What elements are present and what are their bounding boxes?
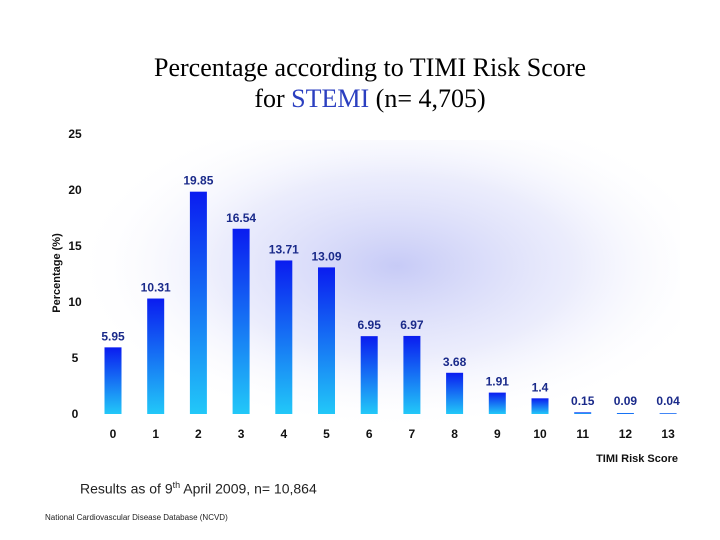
footnote-suffix: April 2009, n= 10,864 — [180, 480, 317, 497]
chart-title-prefix: for — [254, 84, 292, 113]
x-tick-label: 5 — [323, 427, 330, 441]
data-label: 1.4 — [532, 380, 549, 394]
x-tick-label: 7 — [409, 427, 416, 441]
x-tick-label: 0 — [110, 427, 117, 441]
bar — [275, 260, 293, 414]
chart-title: Percentage according to TIMI Risk Score … — [0, 52, 720, 114]
chart-title-line2: for STEMI (n= 4,705) — [0, 83, 720, 114]
bars — [104, 191, 677, 414]
x-tick-label: 6 — [366, 427, 373, 441]
chart-title-line1: Percentage according to TIMI Risk Score — [154, 53, 586, 82]
x-tick-label: 11 — [576, 427, 589, 441]
bar — [104, 347, 122, 414]
data-label: 0.09 — [614, 394, 638, 408]
x-tick-label: 9 — [494, 427, 501, 441]
bar — [659, 413, 677, 414]
y-tick-label: 5 — [72, 351, 79, 365]
bar — [488, 392, 506, 414]
data-label: 3.68 — [443, 355, 467, 369]
footnote-prefix: Results as of 9 — [80, 480, 173, 497]
bar — [531, 398, 549, 414]
x-axis: 0 1 2 3 4 5 6 7 8 9 10 11 12 13 — [110, 427, 675, 441]
y-tick-label: 20 — [68, 183, 82, 197]
data-label: 6.97 — [400, 318, 424, 332]
bar — [403, 335, 421, 414]
y-axis: 0 5 10 15 20 25 — [68, 127, 82, 421]
x-axis-label: TIMI Risk Score — [596, 453, 678, 465]
chart-title-suffix: (n= 4,705) — [369, 84, 486, 113]
y-axis-label: Percentage (%) — [51, 233, 63, 313]
footnote-sup: th — [172, 480, 181, 490]
data-labels: 5.95 10.31 19.85 16.54 13.71 13.09 6.95 6.97 3.6… — [101, 174, 680, 408]
bar — [189, 191, 207, 414]
x-tick-label: 2 — [195, 427, 202, 441]
y-tick-label: 25 — [68, 127, 82, 141]
data-label: 5.95 — [101, 329, 125, 343]
data-label: 0.04 — [656, 394, 680, 408]
bar — [318, 267, 335, 414]
x-tick-label: 4 — [280, 427, 287, 441]
x-tick-label: 1 — [152, 427, 159, 441]
bar — [360, 336, 378, 414]
y-tick-label: 15 — [68, 239, 82, 253]
y-tick-label: 10 — [68, 295, 82, 309]
bar — [574, 412, 592, 414]
y-tick-label: 0 — [72, 407, 79, 421]
data-label: 13.71 — [269, 242, 299, 256]
x-tick-label: 3 — [238, 427, 245, 441]
bar — [147, 298, 165, 414]
chart-title-accent: STEMI — [291, 84, 370, 113]
data-label: 13.09 — [311, 249, 341, 263]
bar — [232, 228, 250, 414]
bar — [446, 372, 464, 414]
data-label: 19.85 — [183, 174, 213, 188]
source-note: National Cardiovascular Disease Database… — [45, 513, 228, 522]
plot-background — [90, 140, 680, 440]
data-label: 10.31 — [141, 281, 171, 295]
data-label: 16.54 — [226, 211, 256, 225]
footnote: Results as of 9th April 2009, n= 10,864 — [80, 480, 317, 497]
x-tick-label: 13 — [661, 427, 675, 441]
x-tick-label: 10 — [533, 427, 547, 441]
data-label: 1.91 — [486, 375, 510, 389]
x-tick-label: 12 — [619, 427, 633, 441]
x-tick-label: 8 — [451, 427, 458, 441]
bar — [616, 412, 634, 414]
data-label: 6.95 — [358, 318, 382, 332]
data-label: 0.15 — [571, 394, 595, 408]
